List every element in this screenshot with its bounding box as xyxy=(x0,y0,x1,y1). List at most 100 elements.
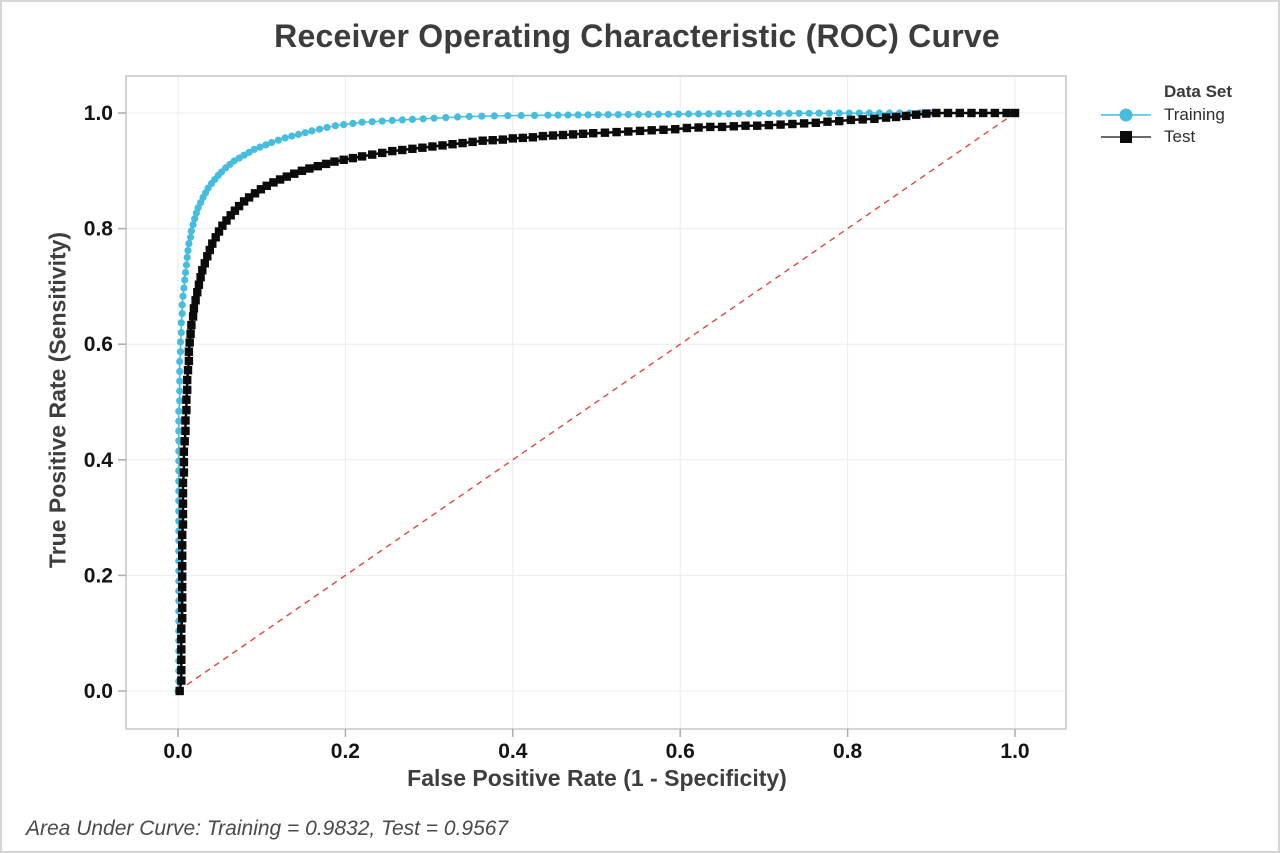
legend-item-training[interactable]: Training xyxy=(1100,104,1232,126)
training-point xyxy=(176,397,184,405)
test-point xyxy=(178,603,187,612)
test-point xyxy=(183,375,192,385)
test-point xyxy=(955,108,964,118)
training-point xyxy=(504,112,512,120)
test-point xyxy=(694,123,703,132)
training-point xyxy=(349,119,357,127)
training-point xyxy=(785,109,793,117)
test-point xyxy=(178,582,187,592)
test-point xyxy=(776,120,785,129)
test-point xyxy=(671,125,680,134)
test-point xyxy=(846,115,856,125)
test-point xyxy=(478,136,487,145)
test-point xyxy=(205,245,214,255)
training-point xyxy=(478,112,486,120)
test-point xyxy=(729,122,738,131)
test-point xyxy=(181,426,190,436)
test-point xyxy=(508,134,517,143)
training-point xyxy=(175,427,183,435)
training-point xyxy=(554,111,562,119)
training-point xyxy=(178,301,186,309)
test-point xyxy=(222,216,231,225)
test-point xyxy=(183,385,192,395)
test-point xyxy=(178,520,188,529)
training-point xyxy=(835,109,843,117)
test-point xyxy=(234,201,244,211)
chart-title: Receiver Operating Characteristic (ROC) … xyxy=(274,18,1000,54)
test-point xyxy=(178,499,188,508)
test-point xyxy=(339,155,348,164)
test-point xyxy=(717,122,727,132)
test-point xyxy=(178,489,188,498)
training-point xyxy=(177,319,185,327)
training-point xyxy=(256,143,264,151)
training-point xyxy=(594,111,602,119)
test-point xyxy=(194,280,204,289)
training-point xyxy=(674,110,683,118)
test-point xyxy=(177,655,186,664)
training-point xyxy=(845,109,853,117)
training-point xyxy=(175,417,183,425)
training-point xyxy=(175,407,183,415)
training-point xyxy=(745,110,753,118)
test-point xyxy=(788,119,797,129)
x-tick-label: 0.2 xyxy=(331,740,360,763)
test-point xyxy=(178,562,187,571)
test-point xyxy=(256,185,266,194)
test-point xyxy=(262,181,271,190)
test-point xyxy=(764,120,774,130)
training-series xyxy=(174,109,934,695)
training-point xyxy=(184,247,192,255)
test-point xyxy=(799,119,809,128)
auc-footer-note: Area Under Curve: Training = 0.9832, Tes… xyxy=(26,817,509,840)
test-point xyxy=(321,159,331,169)
y-tick-label: 0.4 xyxy=(84,449,114,472)
training-point xyxy=(331,122,339,130)
y-tick-label: 0.6 xyxy=(84,333,113,356)
test-point xyxy=(870,114,879,123)
legend-item-test[interactable]: Test xyxy=(1100,126,1232,148)
test-point xyxy=(218,221,227,230)
test-point xyxy=(179,468,189,477)
x-tick-label: 0.4 xyxy=(498,740,528,763)
training-point xyxy=(544,111,552,119)
legend: Data Set Training Test xyxy=(1100,82,1232,148)
axis-ticks: 0.0 0.2 0.4 0.6 0.8 1.0 0.0 0.2 0.4 0.6 0.8 1.0 xyxy=(84,102,1030,763)
y-tick-label: 0.8 xyxy=(84,218,114,241)
test-point xyxy=(191,296,200,305)
training-point xyxy=(584,111,592,119)
training-point xyxy=(531,111,539,119)
training-point xyxy=(654,110,663,118)
test-point xyxy=(912,110,921,119)
training-point xyxy=(490,112,498,120)
test-point xyxy=(835,116,844,126)
test-point xyxy=(682,123,692,133)
legend-label-training: Training xyxy=(1164,105,1225,124)
test-point xyxy=(448,140,457,149)
test-point xyxy=(182,405,191,415)
test-point xyxy=(196,273,205,282)
test-point xyxy=(177,666,186,675)
training-point xyxy=(340,121,348,129)
test-point xyxy=(183,366,193,375)
test-swatch-icon xyxy=(1101,131,1151,143)
training-point xyxy=(189,221,197,229)
test-point xyxy=(388,146,397,156)
training-curve-line xyxy=(177,112,930,692)
test-point xyxy=(230,206,240,215)
training-point xyxy=(517,111,525,120)
training-point xyxy=(185,240,193,248)
training-point xyxy=(308,127,316,135)
test-point xyxy=(408,144,417,153)
test-point xyxy=(180,437,189,446)
test-point xyxy=(175,686,184,696)
training-point xyxy=(624,110,632,119)
training-point xyxy=(765,109,773,118)
training-point xyxy=(805,109,813,117)
x-tick-label: 0.8 xyxy=(833,740,863,763)
training-point xyxy=(564,111,572,119)
test-point xyxy=(184,347,194,356)
training-point xyxy=(574,111,582,119)
training-point xyxy=(191,215,199,223)
training-point xyxy=(268,138,276,147)
